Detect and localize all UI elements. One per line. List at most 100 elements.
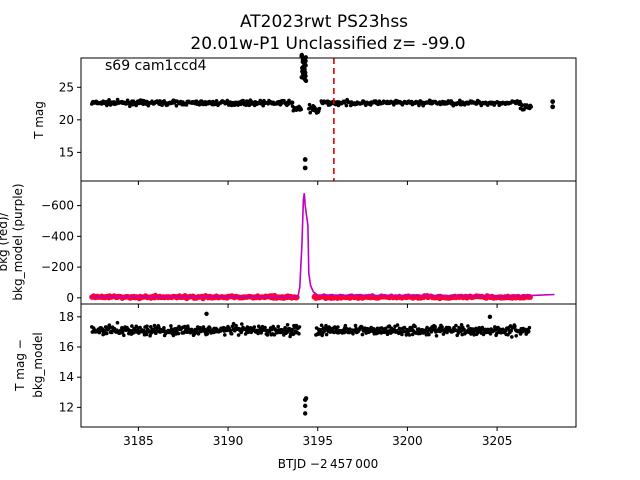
x-tick-label: 3205	[482, 434, 513, 448]
data-point	[176, 331, 181, 336]
data-point	[148, 333, 152, 338]
data-point	[169, 324, 173, 328]
y-tick-label: −400	[41, 229, 74, 243]
data-point	[146, 103, 151, 108]
data-point	[290, 327, 294, 332]
data-point	[413, 324, 417, 329]
data-point	[343, 323, 348, 328]
x-tick-label: 3195	[302, 434, 333, 448]
data-point	[397, 326, 402, 331]
x-tick-label: 3200	[392, 434, 423, 448]
data-point	[97, 330, 102, 335]
y-tick-label: 20	[59, 113, 74, 127]
data-point	[299, 107, 304, 112]
data-point	[208, 326, 212, 330]
data-point	[440, 325, 444, 329]
data-point	[433, 325, 438, 329]
panel-frame	[80, 57, 577, 182]
data-point	[322, 329, 327, 333]
data-point	[252, 325, 257, 329]
chart-title-line2: 20.01w-P1 Unclassified z= -99.0	[190, 34, 465, 54]
y-tick-label: 16	[59, 340, 74, 354]
data-point	[174, 104, 179, 108]
data-point	[459, 329, 463, 334]
data-point	[324, 323, 328, 328]
chart-title-line1: AT2023rwt PS23hss	[240, 12, 408, 32]
outlier-point	[302, 403, 308, 409]
y-tick-label: 12	[59, 400, 74, 414]
panel-bottom: 12 14 16 18 3185 3190 3195 3200 3205	[59, 303, 577, 448]
data-point	[392, 103, 396, 107]
data-point	[158, 99, 162, 103]
y-tick-label: 18	[59, 310, 74, 324]
ylabel-top: T mag	[32, 101, 46, 140]
data-point	[145, 324, 149, 329]
data-point	[290, 100, 295, 105]
data-point	[395, 323, 400, 327]
data-point	[317, 106, 322, 111]
data-point	[276, 324, 281, 329]
data-point	[130, 324, 134, 328]
ylabel-middle-line2: bkg_model (purple)	[11, 183, 25, 300]
data-point	[385, 332, 390, 337]
data-point	[162, 326, 166, 330]
data-point	[520, 103, 524, 108]
data-point	[307, 102, 312, 107]
data-point	[466, 324, 470, 328]
data-point	[256, 324, 261, 329]
data-point	[197, 325, 202, 330]
data-point	[144, 332, 149, 337]
data-point	[364, 103, 368, 107]
data-point	[303, 55, 308, 60]
data-point	[509, 328, 513, 333]
data-point	[231, 321, 236, 326]
data-point	[265, 333, 270, 337]
xlabel: BTJD −2 457 000	[278, 457, 378, 471]
data-point	[205, 332, 210, 336]
outlier-point	[550, 99, 556, 105]
data-point	[434, 334, 439, 338]
data-point	[236, 333, 241, 337]
data-point	[223, 333, 227, 337]
data-point	[107, 98, 111, 102]
data-point	[308, 110, 313, 115]
data-point	[427, 332, 431, 337]
data-point	[105, 331, 109, 336]
data-point	[299, 52, 304, 58]
x-tick-label: 3190	[213, 434, 244, 448]
data-point	[360, 325, 364, 329]
data-point	[115, 97, 120, 102]
panel-frame	[80, 180, 577, 305]
data-point	[297, 325, 302, 329]
data-point	[407, 333, 412, 337]
data-point	[319, 323, 324, 328]
data-point	[344, 103, 349, 108]
data-point	[225, 98, 230, 103]
data-point	[513, 324, 517, 329]
data-point	[454, 323, 458, 328]
data-point	[353, 323, 358, 328]
data-point	[529, 105, 533, 109]
data-point	[115, 320, 120, 325]
annotation-sector: s69 cam1ccd4	[105, 58, 207, 74]
data-point	[510, 335, 514, 339]
data-point	[294, 323, 299, 328]
data-point	[299, 75, 304, 80]
data-point	[240, 322, 244, 326]
ylabel-middle-line1: bkg (red)/	[0, 212, 10, 272]
data-point	[283, 326, 287, 330]
data-point	[400, 332, 404, 337]
data-point	[196, 332, 201, 336]
y-tick-label: −200	[41, 260, 74, 274]
panel-top: 15 20 25	[59, 52, 577, 185]
data-point	[320, 333, 325, 338]
data-point	[336, 325, 340, 329]
y-tick-label: −600	[41, 199, 74, 213]
data-point	[234, 323, 238, 328]
data-point	[291, 108, 296, 113]
data-point	[527, 325, 532, 330]
data-point	[229, 332, 234, 336]
ylabel-bottom-line2: bkg_model	[31, 332, 45, 398]
data-point	[360, 332, 365, 337]
